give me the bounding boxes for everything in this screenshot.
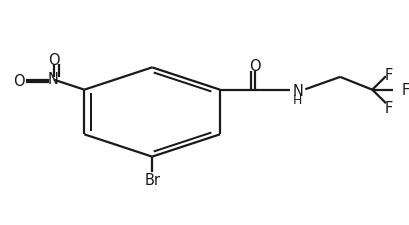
Text: Br: Br <box>144 172 160 187</box>
Text: O: O <box>48 52 60 67</box>
Text: F: F <box>385 100 393 115</box>
Text: O: O <box>249 58 261 73</box>
Text: F: F <box>385 68 393 83</box>
Text: H: H <box>292 93 302 106</box>
Text: N: N <box>292 84 303 99</box>
Text: O: O <box>13 74 25 89</box>
Text: F: F <box>402 83 409 98</box>
Text: N: N <box>47 72 58 87</box>
